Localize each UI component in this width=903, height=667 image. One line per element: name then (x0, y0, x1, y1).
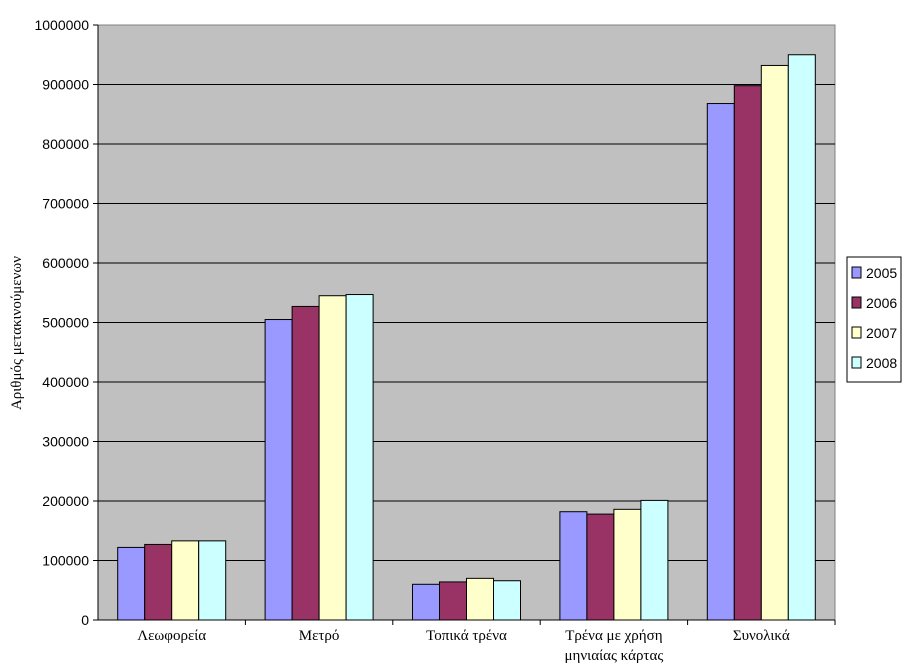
y-tick-label: 200000 (42, 493, 89, 509)
bar-2007-4 (760, 64, 789, 621)
bar-2005-3 (559, 511, 588, 621)
y-tick-label: 600000 (42, 255, 89, 271)
bar-2006-4 (733, 85, 762, 621)
y-tick-label: 100000 (42, 553, 89, 569)
bar-2005-4 (706, 103, 735, 621)
legend: 2005 2006 2007 2008 (846, 256, 902, 383)
bar-2008-2 (493, 580, 521, 621)
bar-2006-2 (439, 581, 467, 621)
legend-label-2006: 2006 (866, 295, 897, 311)
y-tick-label: 300000 (42, 434, 89, 450)
bar-2008-0 (198, 540, 227, 621)
bar-2007-1 (318, 295, 347, 621)
bar-2008-1 (345, 294, 374, 621)
x-category-label: Λεωφορεία (137, 628, 206, 644)
x-category-label: Συνολικά (733, 628, 790, 644)
bar-2005-1 (264, 319, 293, 621)
x-category-labels: Λεωφορεία Μετρό Τοπικά τρένα Τρένα με χρήση… (137, 628, 790, 664)
bar-2006-0 (144, 543, 173, 621)
legend-label-2005: 2005 (866, 265, 897, 281)
legend-label-2008: 2008 (866, 355, 897, 371)
y-tick-label: 800000 (42, 136, 89, 152)
x-category-label: Μετρό (299, 628, 340, 644)
bar-2006-3 (586, 513, 615, 621)
y-axis-title: Αριθμός μετακινούμενων (9, 256, 25, 410)
bar-2005-2 (412, 583, 440, 621)
bar-2008-4 (787, 54, 816, 621)
legend-swatch-2008 (851, 356, 862, 369)
bar-2007-2 (466, 577, 494, 621)
x-category-label: Τοπικά τρένα (426, 628, 507, 644)
bar-2007-3 (613, 508, 642, 621)
legend-swatch-2007 (851, 326, 862, 339)
legend-swatch-2006 (851, 296, 862, 309)
bar-2005-0 (117, 546, 146, 621)
y-tick-label: 500000 (42, 315, 89, 331)
y-tick-label: 1000000 (34, 17, 89, 33)
bar-2007-0 (171, 540, 200, 621)
y-tick-label: 0 (81, 612, 89, 628)
bar-2006-1 (291, 305, 320, 621)
y-tick-label: 900000 (42, 77, 89, 93)
bar-2008-3 (640, 499, 669, 621)
axes (93, 24, 836, 625)
bars (117, 54, 816, 621)
x-category-label: μηνιαίας κάρτας (565, 648, 664, 664)
y-tick-labels: 0 100000 200000 300000 400000 500000 600000 700… (34, 17, 89, 628)
legend-swatch-2005 (851, 266, 862, 279)
y-tick-label: 400000 (42, 374, 89, 390)
legend-label-2007: 2007 (866, 325, 897, 341)
y-tick-label: 700000 (42, 196, 89, 212)
x-category-label: Τρένα με χρήση (565, 628, 663, 644)
